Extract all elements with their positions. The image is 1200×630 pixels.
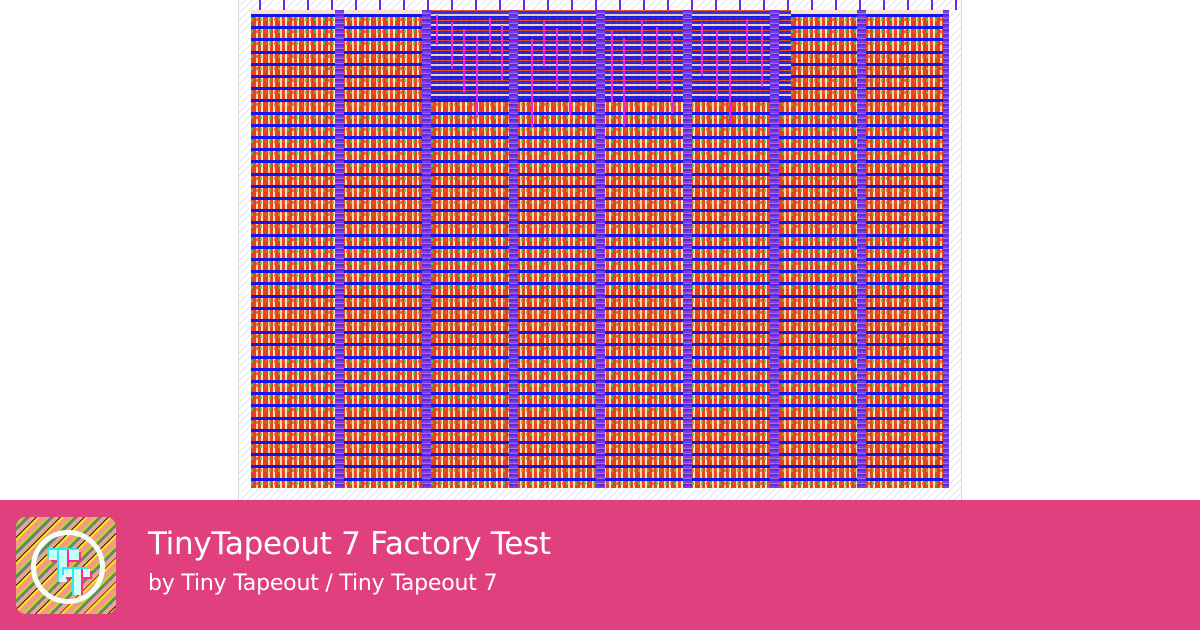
io-pin <box>715 0 717 10</box>
io-pin <box>595 0 597 10</box>
io-pin <box>763 0 765 10</box>
power-stripe <box>422 10 431 488</box>
routing-wire <box>581 17 583 54</box>
io-pin <box>907 0 909 10</box>
routing-wire <box>476 36 478 117</box>
io-pin <box>355 0 357 10</box>
routing-region <box>426 10 791 100</box>
routing-wire <box>746 19 748 63</box>
routing-wire <box>556 28 558 91</box>
routing-wire <box>569 35 571 115</box>
io-pin <box>427 0 429 10</box>
io-pin <box>619 0 621 10</box>
power-stripe <box>596 10 605 488</box>
tinytapeout-logo-icon <box>16 517 116 614</box>
routing-wire <box>436 15 438 45</box>
io-pin <box>955 0 957 10</box>
routing-wire <box>701 23 703 76</box>
io-pin <box>667 0 669 10</box>
project-banner: TinyTapeout 7 Factory Test by Tiny Tapeo… <box>0 500 1200 630</box>
routing-wire <box>531 39 533 128</box>
io-pin <box>283 0 285 10</box>
io-pin <box>571 0 573 10</box>
power-stripe <box>335 10 344 488</box>
routing-wire <box>716 30 718 100</box>
routing-wire <box>729 37 731 124</box>
power-stripe <box>770 10 779 488</box>
routing-wire <box>451 22 453 69</box>
routing-wire <box>671 34 673 113</box>
logo-ring <box>31 530 105 604</box>
die-area <box>251 10 949 488</box>
io-pin <box>451 0 453 10</box>
project-title: TinyTapeout 7 Factory Test <box>148 526 551 562</box>
io-pin <box>835 0 837 10</box>
power-stripe <box>943 10 949 488</box>
routing-wire <box>623 38 625 126</box>
io-pin <box>475 0 477 10</box>
io-pin <box>787 0 789 10</box>
logo-t2-stem <box>74 569 81 595</box>
routing-wire <box>463 29 465 93</box>
power-stripe <box>857 10 866 488</box>
io-pin <box>811 0 813 10</box>
io-pin <box>403 0 405 10</box>
io-pin <box>499 0 501 10</box>
io-pin <box>331 0 333 10</box>
io-pin <box>931 0 933 10</box>
io-pin <box>379 0 381 10</box>
io-pin <box>547 0 549 10</box>
chip-layout-image <box>238 0 962 500</box>
io-pin <box>739 0 741 10</box>
routing-wire <box>641 20 643 65</box>
io-pin <box>523 0 525 10</box>
routing-wire <box>656 27 658 89</box>
routing-wire <box>543 21 545 67</box>
routing-wire <box>761 26 763 87</box>
io-pin <box>859 0 861 10</box>
io-pin <box>883 0 885 10</box>
routing-wire <box>489 18 491 56</box>
logo-t-stem <box>59 550 67 582</box>
power-stripe <box>509 10 518 488</box>
power-stripe <box>683 10 692 488</box>
routing-wire <box>501 25 503 80</box>
io-pin <box>307 0 309 10</box>
project-byline: by Tiny Tapeout / Tiny Tapeout 7 <box>148 571 498 596</box>
io-pin <box>691 0 693 10</box>
io-pin <box>643 0 645 10</box>
io-pin <box>259 0 261 10</box>
routing-wire <box>611 31 613 102</box>
